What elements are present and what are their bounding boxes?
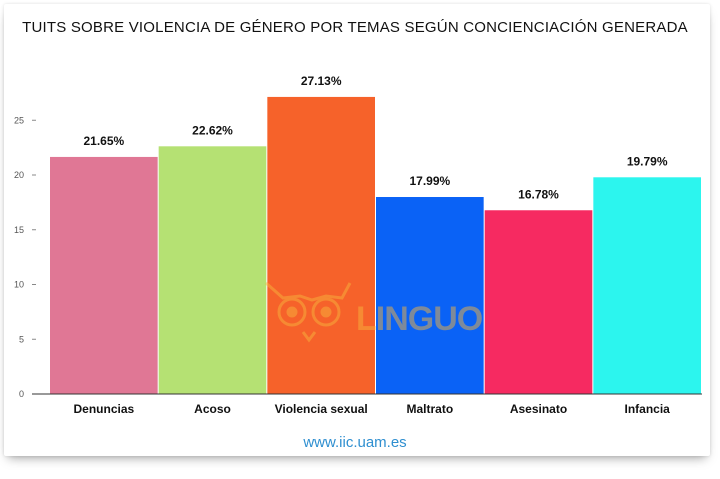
category-label: Asesinato [510, 402, 567, 416]
y-tick-label: 10 [14, 280, 24, 290]
owl-icon [265, 281, 352, 343]
bar-value-label: 21.65% [83, 134, 124, 148]
bar-value-label: 22.62% [192, 123, 233, 137]
bar[interactable] [593, 177, 701, 394]
y-tick-label: 20 [14, 170, 24, 180]
category-label: Denuncias [73, 402, 134, 416]
bar[interactable] [50, 156, 158, 394]
bar[interactable] [484, 210, 593, 394]
y-tick-label: 25 [14, 115, 24, 125]
bar-value-label: 16.78% [518, 187, 559, 201]
category-label: Violencia sexual [275, 402, 368, 416]
chart-title: TUITS SOBRE VIOLENCIA DE GÉNERO POR TEMA… [22, 19, 688, 36]
bar[interactable] [376, 197, 484, 394]
watermark-text: LINGUO [356, 300, 483, 338]
bar-value-label: 27.13% [301, 74, 342, 88]
category-label: Maltrato [406, 402, 453, 416]
category-label: Infancia [624, 402, 670, 416]
y-axis: 0 5 10 15 20 25 [14, 115, 36, 399]
y-tick-label: 0 [19, 389, 24, 399]
watermark: LINGUO [265, 281, 484, 343]
category-label: Acoso [194, 402, 231, 416]
bar[interactable] [158, 146, 267, 394]
bar-value-label: 19.79% [627, 154, 668, 168]
bar[interactable] [267, 96, 375, 394]
bars: 21.65% Denuncias 22.62% Acoso 27.13% Violenci… [50, 74, 701, 416]
y-tick-label: 15 [14, 225, 24, 235]
source-url[interactable]: www.iic.uam.es [303, 434, 407, 451]
bar-value-label: 17.99% [409, 174, 450, 188]
y-tick-label: 5 [19, 334, 24, 344]
